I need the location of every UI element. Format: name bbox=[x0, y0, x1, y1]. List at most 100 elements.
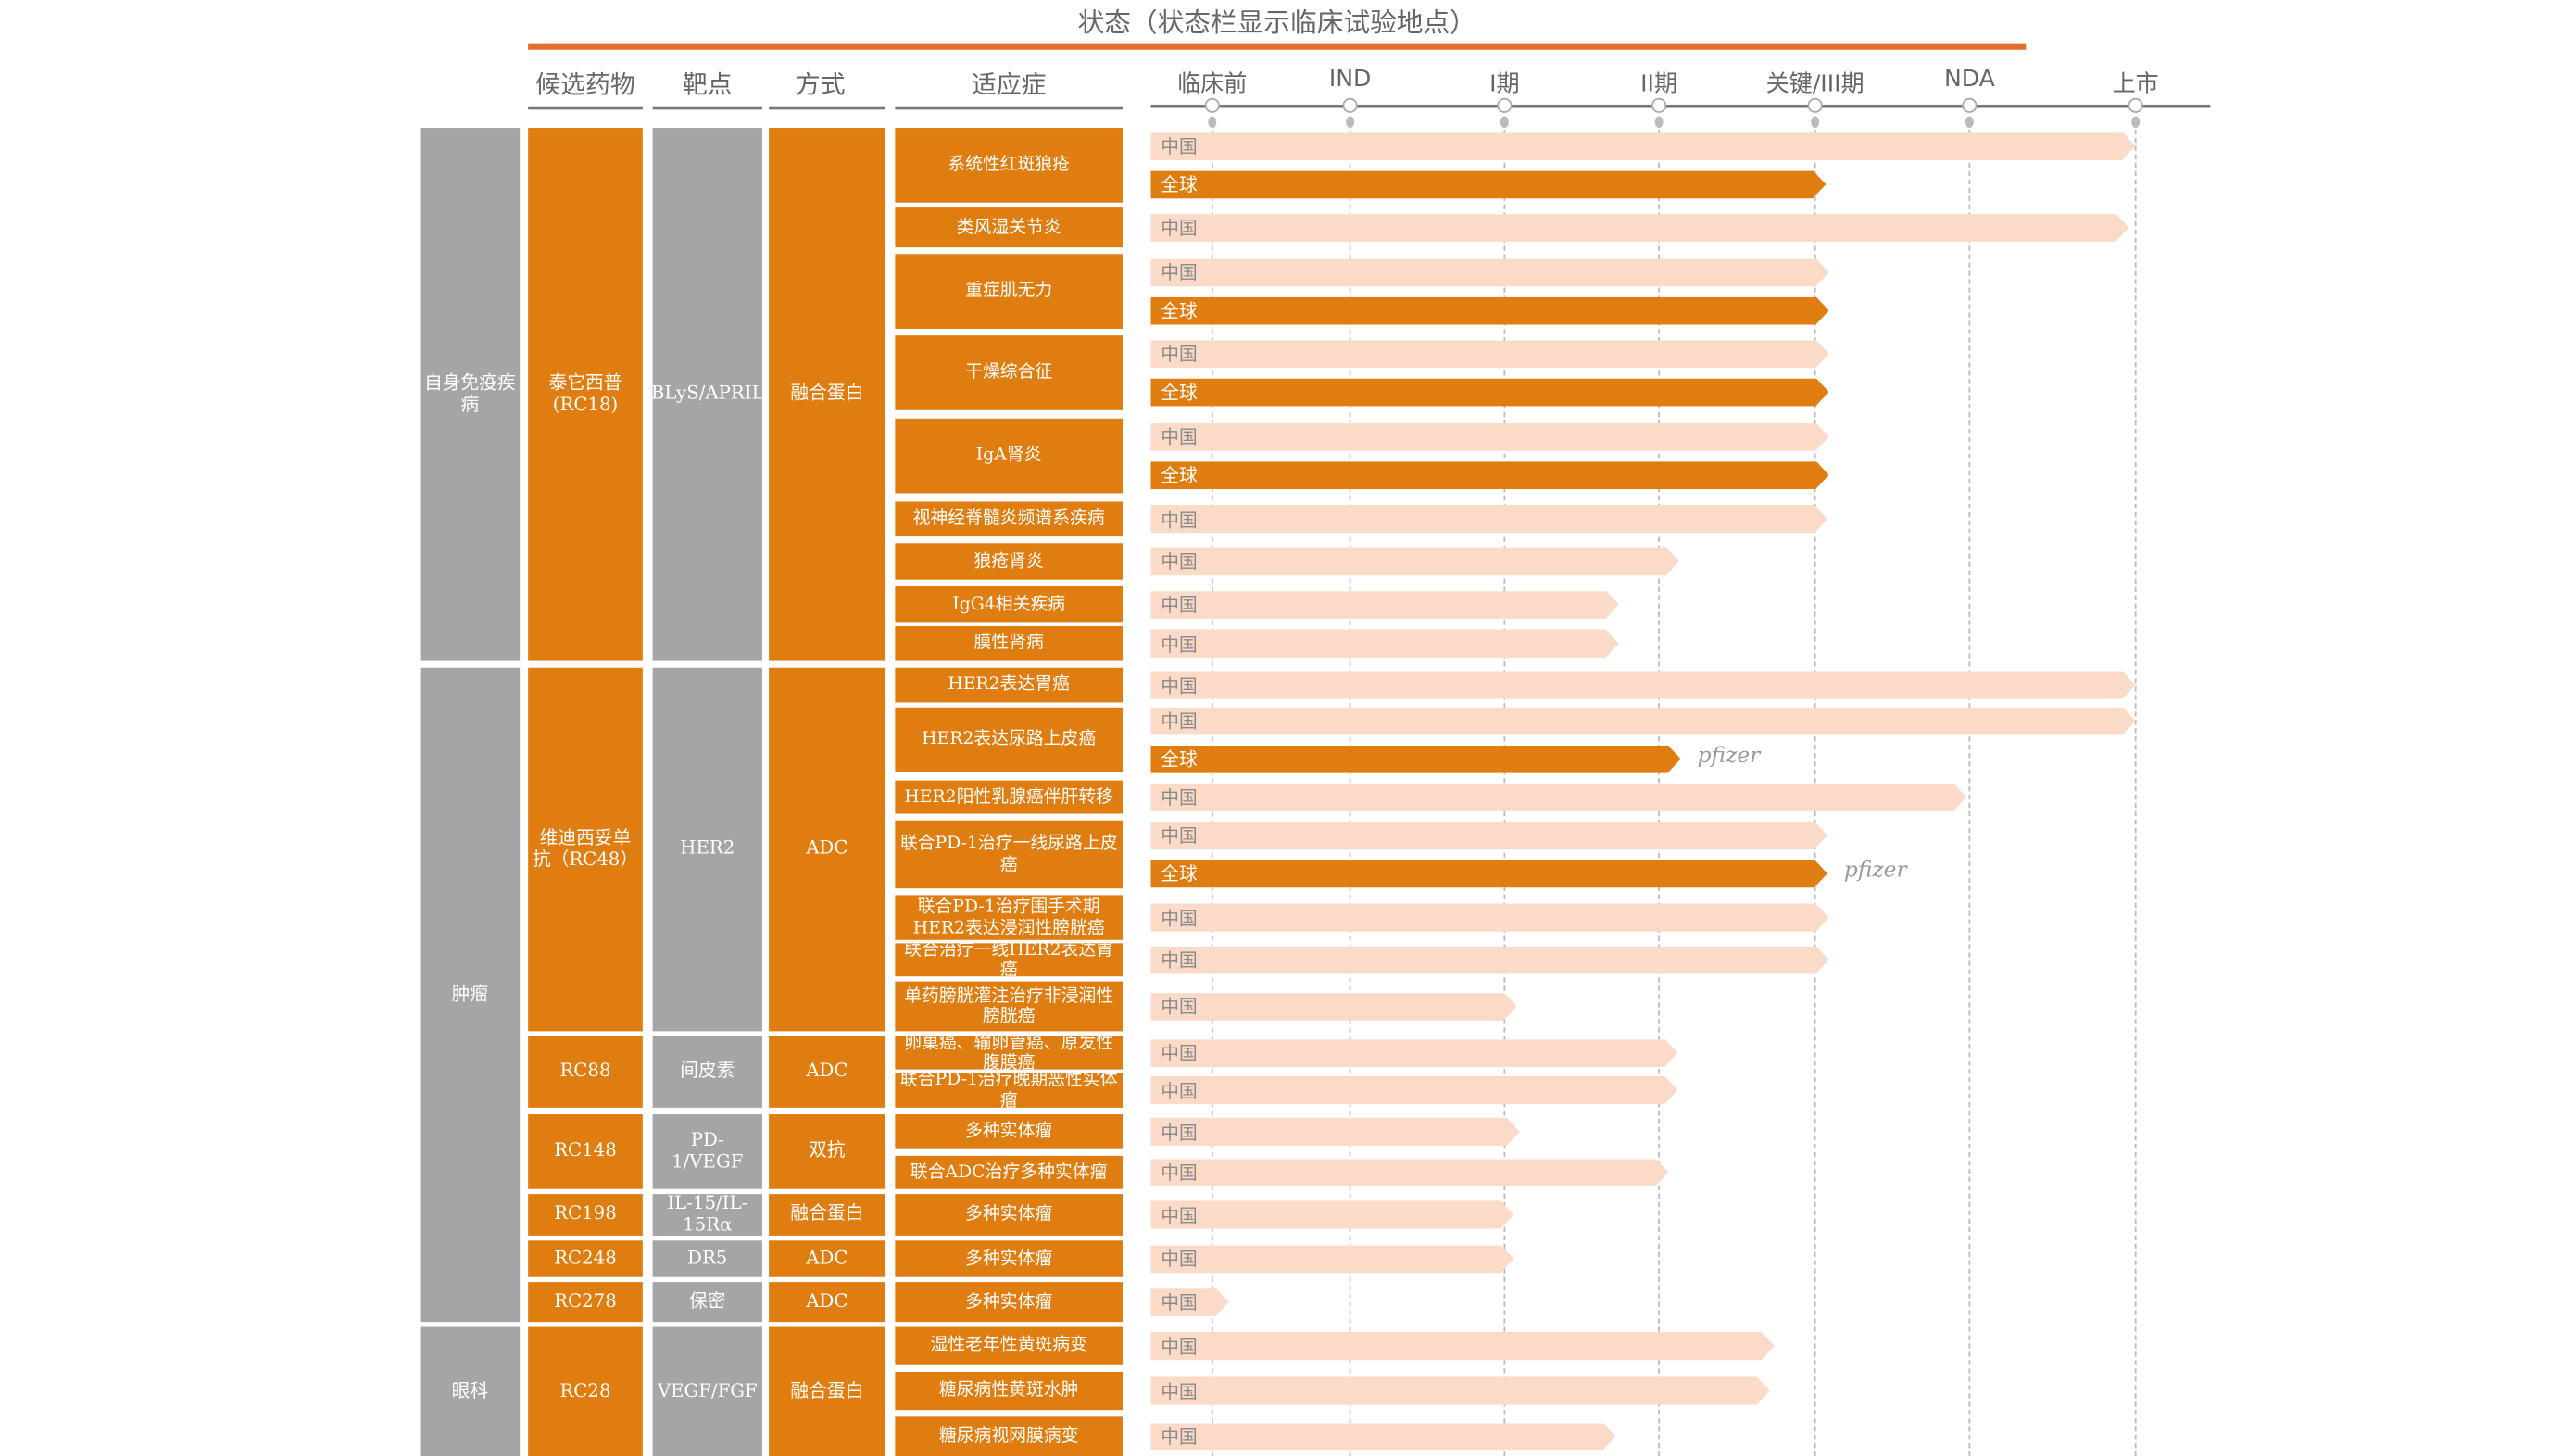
pipeline-bar: 中国 bbox=[1150, 213, 2129, 242]
pipeline-bar: 全球 bbox=[1150, 169, 1826, 199]
stage-gridline bbox=[2134, 129, 2137, 1456]
stage-label: IND bbox=[1328, 66, 1372, 94]
pipeline-bar: 中国 bbox=[1150, 1117, 1521, 1147]
stage-marker-icon bbox=[2128, 97, 2143, 113]
indication-cell: 狼疮肾炎 bbox=[895, 543, 1124, 580]
stage-label: NDA bbox=[1943, 66, 1995, 94]
pipeline-bar: 中国 bbox=[1150, 671, 2136, 699]
bar-region-label: 中国 bbox=[1161, 426, 1198, 449]
bar-region-label: 中国 bbox=[1161, 1162, 1198, 1185]
modality-cell: ADC bbox=[769, 667, 885, 1032]
bar-region-label: 中国 bbox=[1161, 344, 1198, 366]
bar-region-label: 中国 bbox=[1161, 551, 1198, 573]
stage-pin-icon bbox=[1965, 116, 1974, 129]
bar-region-label: 中国 bbox=[1161, 633, 1198, 656]
stage-marker-icon bbox=[1497, 97, 1513, 113]
target-cell: DR5 bbox=[652, 1240, 762, 1277]
indication-cell: 系统性红斑狼疮 bbox=[895, 128, 1124, 203]
modality-cell: ADC bbox=[769, 1036, 885, 1108]
pipeline-bar: 全球 bbox=[1150, 296, 1829, 325]
indication-cell: IgG4相关疾病 bbox=[895, 585, 1124, 623]
bar-region-label: 全球 bbox=[1161, 465, 1198, 487]
indication-cell: 卵巢癌、输卵管癌、原发性腹膜癌 bbox=[895, 1033, 1124, 1073]
bar-region-label: 中国 bbox=[1161, 1249, 1198, 1271]
stage-label: 上市 bbox=[2112, 71, 2159, 98]
stage-pin-icon bbox=[2131, 116, 2141, 129]
indication-cell: 糖尿病性黄斑水肿 bbox=[895, 1371, 1124, 1411]
stage-label: I期 bbox=[1489, 71, 1520, 98]
bar-region-label: 中国 bbox=[1161, 996, 1198, 1019]
indication-cell: HER2表达尿路上皮癌 bbox=[895, 707, 1124, 772]
indication-cell: 联合治疗一线HER2表达胃癌 bbox=[895, 940, 1124, 980]
pipeline-bar: 中国 bbox=[1150, 629, 1619, 658]
indication-cell: 单药膀胱灌注治疗非浸润性膀胱癌 bbox=[895, 981, 1124, 1032]
pipeline-bar: 全球 bbox=[1150, 377, 1829, 407]
column-header-target: 靶点 bbox=[682, 69, 733, 100]
column-header-indication: 适应症 bbox=[971, 69, 1047, 100]
pipeline-bar: 中国 bbox=[1150, 546, 1680, 576]
pipeline-bar: 中国 bbox=[1150, 1200, 1513, 1229]
modality-cell: 融合蛋白 bbox=[769, 1326, 885, 1456]
indication-cell: IgA肾炎 bbox=[895, 418, 1124, 494]
partner-note: pfizer bbox=[1843, 858, 1907, 884]
target-cell: IL-15/IL- 15Rα bbox=[652, 1192, 762, 1236]
stage-marker-icon bbox=[1204, 97, 1220, 113]
indication-cell: 湿性老年性黄斑病变 bbox=[895, 1326, 1124, 1365]
pipeline-bar: 中国 bbox=[1150, 903, 1829, 932]
pipeline-bar: 中国 bbox=[1150, 783, 1967, 811]
bar-region-label: 中国 bbox=[1161, 1080, 1198, 1102]
drug-name-cell: RC148 bbox=[528, 1114, 643, 1189]
pipeline-bar: 中国 bbox=[1150, 1376, 1770, 1405]
bar-region-label: 中国 bbox=[1161, 1204, 1198, 1227]
stage-pin-icon bbox=[1811, 116, 1820, 129]
stage-label: II期 bbox=[1640, 71, 1678, 98]
bar-region-label: 中国 bbox=[1161, 1426, 1198, 1449]
bar-region-label: 中国 bbox=[1161, 949, 1198, 972]
drug-name-cell: RC248 bbox=[528, 1240, 643, 1277]
target-cell: 保密 bbox=[652, 1282, 762, 1323]
indication-cell: 多种实体瘤 bbox=[895, 1114, 1124, 1149]
pipeline-bar: 中国 bbox=[1150, 946, 1829, 974]
bar-region-label: 中国 bbox=[1161, 710, 1198, 733]
modality-cell: 融合蛋白 bbox=[769, 128, 885, 661]
pipeline-bar: 中国 bbox=[1150, 132, 2136, 161]
column-rule bbox=[652, 106, 762, 110]
target-cell: PD-1/VEGF bbox=[652, 1114, 762, 1189]
drug-name-cell: RC198 bbox=[528, 1194, 643, 1236]
column-rule bbox=[895, 106, 1124, 110]
bar-region-label: 中国 bbox=[1161, 907, 1198, 930]
target-cell: 间皮素 bbox=[652, 1036, 762, 1108]
modality-cell: 融合蛋白 bbox=[769, 1194, 885, 1236]
drug-name-cell: RC88 bbox=[528, 1036, 643, 1108]
indication-cell: 干燥综合征 bbox=[895, 335, 1124, 410]
bar-region-label: 全球 bbox=[1161, 748, 1198, 771]
pipeline-bar: 中国 bbox=[1150, 1287, 1229, 1316]
therapeutic-area-cell: 自身免疫疾病 bbox=[420, 128, 521, 661]
stage-pin-icon bbox=[1654, 116, 1664, 129]
stage-marker-icon bbox=[1342, 97, 1358, 113]
target-cell: VEGF/FGF bbox=[652, 1326, 762, 1456]
indication-cell: 多种实体瘤 bbox=[895, 1194, 1124, 1236]
pipeline-bar: 中国 bbox=[1150, 339, 1829, 369]
stage-marker-icon bbox=[1807, 97, 1823, 113]
pipeline-bar: 中国 bbox=[1150, 505, 1827, 533]
stage-pin-icon bbox=[1208, 116, 1217, 129]
indication-cell: 糖尿病视网膜病变 bbox=[895, 1416, 1124, 1456]
bar-region-label: 中国 bbox=[1161, 594, 1198, 617]
indication-cell: HER2阳性乳腺癌伴肝转移 bbox=[895, 780, 1124, 814]
indication-cell: 多种实体瘤 bbox=[895, 1282, 1124, 1323]
pipeline-bar: 中国 bbox=[1150, 590, 1619, 619]
pipeline-bar: 全球 bbox=[1150, 745, 1681, 773]
bar-region-label: 中国 bbox=[1161, 786, 1198, 810]
target-cell: BLyS/APRIL bbox=[651, 128, 764, 661]
column-rule bbox=[528, 106, 643, 110]
pipeline-bar: 中国 bbox=[1150, 422, 1829, 451]
bar-region-label: 全球 bbox=[1161, 382, 1198, 404]
bar-region-label: 中国 bbox=[1161, 1042, 1198, 1065]
stage-pin-icon bbox=[1346, 116, 1355, 129]
bar-region-label: 全球 bbox=[1161, 863, 1198, 885]
pipeline-bar: 中国 bbox=[1150, 1244, 1513, 1274]
indication-cell: 联合PD-1治疗一线尿路上皮癌 bbox=[895, 820, 1124, 889]
stage-label: 临床前 bbox=[1177, 71, 1248, 98]
indication-cell: HER2表达胃癌 bbox=[895, 667, 1124, 703]
